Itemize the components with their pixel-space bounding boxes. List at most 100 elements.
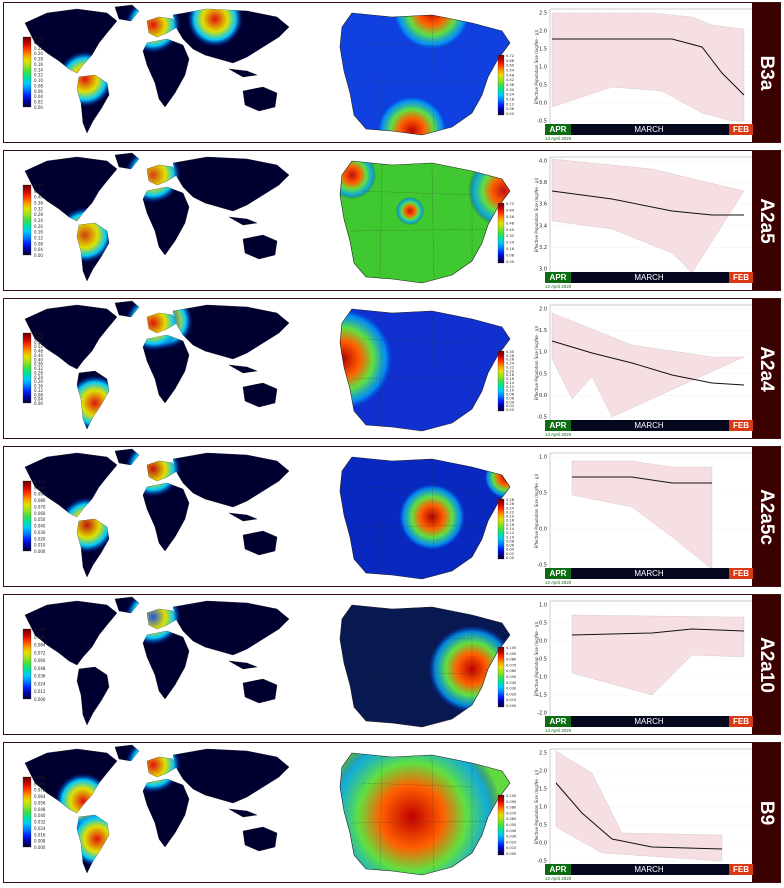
timeline-feb: FEB	[729, 568, 753, 579]
spain-scale-tick: 0.010	[506, 698, 517, 702]
north-america-shape	[24, 600, 118, 666]
world-scale-tick: 0.096	[34, 635, 46, 640]
median-line	[551, 190, 744, 216]
y-axis-label: Effective Population Size (log(Ne · g))	[534, 29, 539, 104]
asia-shape	[172, 156, 290, 212]
spain-scale-tick: 0.00	[506, 408, 515, 412]
world-scale-tick: 0.048	[34, 807, 46, 812]
spain-scale-tick: 0.26	[506, 502, 515, 506]
world-scale-tick: 0.110	[34, 479, 46, 484]
world-scale-tick: 0.030	[34, 530, 46, 535]
timeline-feb: FEB	[729, 864, 753, 875]
spain-outline	[339, 752, 511, 876]
y-axis-label: Effective Population Size (log(Ne · g))	[534, 769, 539, 844]
y-tick-label: -0.5	[537, 859, 547, 865]
y-tick-label: 1.0	[539, 455, 547, 461]
spain-scale-tick: 0.060	[506, 669, 517, 673]
world-scale-tick: 0.20	[34, 51, 43, 56]
timeline-march: MARCH	[634, 273, 664, 282]
y-tick-label: 0.0	[539, 527, 547, 533]
confidence-band	[551, 158, 745, 274]
africa-shape	[142, 778, 190, 848]
timeline-date: 12 April 2020	[545, 284, 572, 289]
spain-outline	[339, 12, 511, 136]
world-scale-tick: 0.02	[34, 100, 43, 105]
lineage-label: A2a5c	[756, 488, 777, 545]
australia-shape	[242, 530, 278, 556]
spain-scale-tick: 0.100	[506, 646, 517, 650]
spain-scale-tick: 0.080	[506, 806, 517, 810]
spain-scale-tick: 0.090	[506, 652, 517, 656]
population-size-plot: 1.0 0.5 0.0 -0.5 Effective Population Size (…	[534, 452, 754, 570]
panel-a2a5c: 0.110 0.100 0.090 0.080 0.070 0.060 0.050 0.040…	[3, 446, 781, 587]
spain-scale-tick: 0.00	[506, 112, 515, 116]
spain-scale-tick: 0.14	[506, 381, 515, 385]
lineage-label: B3a	[756, 55, 777, 90]
world-scale-tick: 0.080	[34, 781, 46, 786]
y-tick-label: 1.5	[539, 47, 547, 53]
indonesia-shape	[228, 808, 258, 818]
y-tick-label: 1.0	[539, 805, 547, 811]
spain-scale-tick: 0.20	[506, 369, 515, 373]
y-tick-label: 1.0	[539, 350, 547, 356]
timeline-march: MARCH	[634, 717, 664, 726]
y-tick-label: 0.0	[539, 639, 547, 645]
spain-scale-tick: 0.08	[506, 393, 515, 397]
world-scale-tick: 0.16	[34, 384, 43, 389]
spain-scale-tick: 0.20	[506, 515, 515, 519]
world-scale-tick: 0.16	[34, 230, 43, 235]
indonesia-shape	[228, 512, 258, 522]
world-scale-tick: 0.010	[34, 543, 46, 548]
world-scale-tick: 0.048	[34, 666, 46, 671]
world-scale-tick: 0.04	[34, 397, 43, 402]
spain-scale-tick: 0.08	[506, 254, 515, 258]
spain-scale-tick: 0.060	[506, 817, 517, 821]
timeline-apr: APR	[545, 716, 571, 727]
y-tick-label: 2.5	[539, 11, 547, 17]
spain-scale-tick: 0.04	[506, 548, 515, 552]
spain-scale-tick: 0.18	[506, 98, 515, 102]
y-tick-label: -0.5	[537, 415, 547, 421]
world-scale-tick: 0.44	[34, 353, 43, 358]
population-size-plot: 2.5 2.0 1.5 1.0 0.5 0.0 -0.5 Effective Populati…	[534, 8, 754, 126]
spain-scale-tick: 0.16	[506, 377, 515, 381]
asia-shape	[172, 748, 290, 804]
lineage-label: A2a5	[756, 197, 777, 244]
spain-map: 0.72 0.64 0.56 0.48 0.40 0.32 0.24 0.16 0.08 0.00	[339, 160, 515, 284]
world-scale-tick: 0.26	[34, 35, 43, 40]
spain-scale-tick: 0.04	[506, 400, 515, 404]
spain-scale-tick: 0.030	[506, 687, 517, 691]
spain-scale-tick: 0.18	[506, 373, 515, 377]
africa-shape	[142, 38, 190, 108]
confidence-band	[551, 12, 745, 122]
spain-scale-tick: 0.070	[506, 811, 517, 815]
spain-scale-tick: 0.08	[506, 539, 515, 543]
world-scale-tick: 0.050	[34, 517, 46, 522]
world-scale-tick: 0.48	[34, 183, 43, 188]
world-scale-tick: 0.32	[34, 206, 43, 211]
world-scale-tick: 0.080	[34, 498, 46, 503]
world-scale-tick: 0.28	[34, 212, 43, 217]
timeline-date: 12 April 2020	[545, 136, 572, 141]
spain-scale-tick: 0.64	[506, 208, 515, 212]
world-scale-tick: 0.008	[34, 839, 46, 844]
lineage-tab: A2a10	[752, 595, 780, 734]
population-size-plot: 4.0 3.8 3.6 3.4 3.2 3.0 Effective Population S…	[534, 156, 754, 274]
timeline-apr: APR	[545, 124, 571, 135]
spain-scale-tick: 0.06	[506, 396, 515, 400]
y-tick-label: 1.0	[539, 603, 547, 609]
world-scale-tick: 0.10	[34, 78, 43, 83]
world-scale-tick: 0.108	[34, 627, 46, 632]
lineage-tab: A2a4	[752, 299, 780, 438]
asia-shape	[172, 304, 290, 360]
confidence-band	[551, 312, 745, 418]
world-scale-tick: 0.000	[34, 697, 46, 702]
y-tick-label: 0.5	[539, 491, 547, 497]
world-scale-tick: 0.24	[34, 375, 43, 380]
south-america-shape	[76, 666, 110, 726]
world-scale-tick: 0.08	[34, 392, 43, 397]
y-axis-label: Effective Population Size (log(Ne · g))	[534, 325, 539, 400]
timeline-march: MARCH	[634, 125, 664, 134]
